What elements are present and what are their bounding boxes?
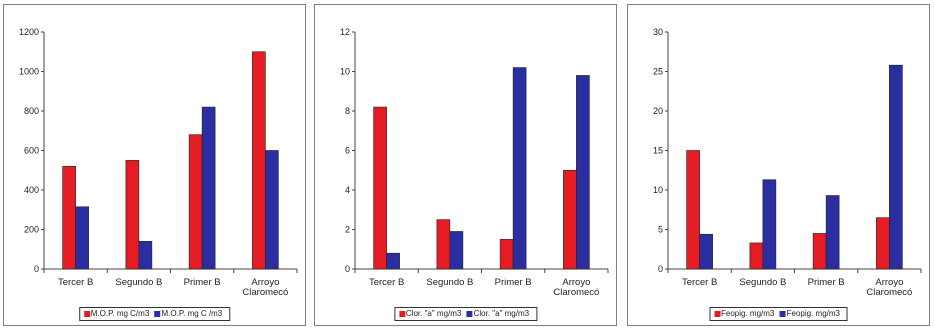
y-tick-label: 10 — [653, 185, 663, 195]
bar — [576, 75, 590, 270]
bar — [762, 179, 777, 270]
bar — [876, 217, 890, 270]
y-tick-label: 1000 — [19, 67, 39, 77]
y-tick-label: 200 — [24, 225, 39, 235]
bar — [62, 166, 76, 270]
legend-item: Feopig. mg/m3 — [779, 309, 840, 319]
y-tick-label: 0 — [34, 264, 39, 274]
bar — [188, 134, 203, 270]
legend-item: M.O.P. mg C/m3 — [83, 309, 150, 319]
legend-swatch-red — [398, 310, 405, 317]
bar — [125, 160, 140, 270]
chart-panel-feopigmentos: 0 5 10 15 20 25 30 Tercer B Segundo B Primer B Arr… — [627, 4, 930, 326]
bar — [512, 67, 527, 270]
legend-swatch-red — [83, 310, 90, 317]
x-category-label: Primer B — [808, 277, 845, 288]
x-category-label: Tercer B — [369, 277, 404, 288]
x-category-label: Tercer B — [682, 277, 717, 288]
bar — [825, 195, 840, 270]
x-category-label: Claromecó — [866, 287, 912, 298]
chart-panel-clorofila: 0 2 4 6 8 10 12 Tercer B Segundo B Primer B Arroyo… — [314, 4, 617, 326]
legend-label: M.O.P. mg C/m3 — [90, 309, 150, 318]
x-category-label: Segundo B — [115, 277, 162, 288]
y-tick-label: 30 — [653, 27, 663, 37]
y-tick-label: 0 — [658, 264, 663, 274]
bar — [252, 51, 266, 270]
x-category-label: Arroyo — [875, 277, 903, 288]
bar — [138, 241, 153, 270]
y-tick-label: 5 — [658, 225, 663, 235]
y-tick-label: 15 — [653, 146, 663, 156]
legend-item: Clor. "a" mg/m3 — [398, 309, 462, 319]
legend-swatch-blue — [779, 310, 786, 317]
y-tick-label: 8 — [345, 106, 350, 116]
x-category-label: Arroyo — [562, 277, 590, 288]
y-tick-label: 6 — [345, 146, 350, 156]
chart-panel-mop: 0 200 400 600 800 1000 1200 Tercer B Segundo B Pr… — [3, 4, 306, 326]
bar — [436, 219, 451, 270]
y-tick-label: 2 — [345, 225, 350, 235]
legend-label: Feopig. mg/m3 — [721, 309, 775, 318]
chart-feopigmentos: 0 5 10 15 20 25 30 Tercer B Segundo B Primer B Arr… — [653, 27, 922, 298]
legend-label: M.O.P. mg C /m3 — [161, 309, 223, 318]
x-category-label: Primer B — [495, 277, 532, 288]
x-category-label: Tercer B — [58, 277, 93, 288]
y-tick-label: 600 — [24, 146, 39, 156]
bar — [449, 231, 464, 270]
legend-swatch-blue — [466, 310, 473, 317]
y-tick-label: 800 — [24, 106, 39, 116]
bar — [499, 239, 514, 270]
legend-swatch-red — [714, 310, 721, 317]
y-tick-label: 0 — [345, 264, 350, 274]
y-tick-label: 12 — [340, 27, 350, 37]
y-tick-label: 1200 — [19, 27, 39, 37]
bar — [889, 64, 903, 270]
chart-mop: 0 200 400 600 800 1000 1200 Tercer B Segundo B Pr… — [19, 27, 298, 298]
bar — [812, 233, 827, 270]
x-category-label: Segundo B — [426, 277, 473, 288]
legend: M.O.P. mg C/m3 M.O.P. mg C /m3 — [78, 307, 231, 321]
legend: Clor. "a" mg/m3 Clor. "a" mg/m3 — [393, 307, 538, 321]
x-category-label: Arroyo — [251, 277, 279, 288]
x-category-label: Segundo B — [739, 277, 786, 288]
x-category-label: Claromecó — [553, 287, 599, 298]
y-tick-label: 25 — [653, 67, 663, 77]
legend: Feopig. mg/m3 Feopig. mg/m3 — [709, 307, 848, 321]
bar — [201, 106, 216, 270]
legend-swatch-blue — [154, 310, 161, 317]
legend-item: Clor. "a" mg/m3 — [466, 309, 530, 319]
legend-label: Clor. "a" mg/m3 — [473, 309, 530, 318]
x-category-label: Claromecó — [242, 287, 288, 298]
bar — [265, 150, 279, 270]
y-tick-label: 20 — [653, 106, 663, 116]
bar — [563, 169, 577, 270]
legend-label: Clor. "a" mg/m3 — [405, 309, 462, 318]
chart-clorofila: 0 2 4 6 8 10 12 Tercer B Segundo B Primer B Arroyo… — [340, 27, 609, 298]
bar — [699, 233, 713, 270]
y-tick-label: 10 — [340, 67, 350, 77]
legend-item: M.O.P. mg C /m3 — [154, 309, 223, 319]
legend-label: Feopig. mg/m3 — [786, 309, 840, 318]
y-tick-label: 400 — [24, 185, 39, 195]
bar — [373, 106, 387, 270]
bar — [386, 252, 400, 270]
x-category-label: Primer B — [184, 277, 221, 288]
bar — [75, 206, 89, 270]
legend-item: Feopig. mg/m3 — [714, 309, 774, 319]
bar — [686, 150, 700, 270]
bar — [749, 242, 764, 270]
y-tick-label: 4 — [345, 185, 350, 195]
